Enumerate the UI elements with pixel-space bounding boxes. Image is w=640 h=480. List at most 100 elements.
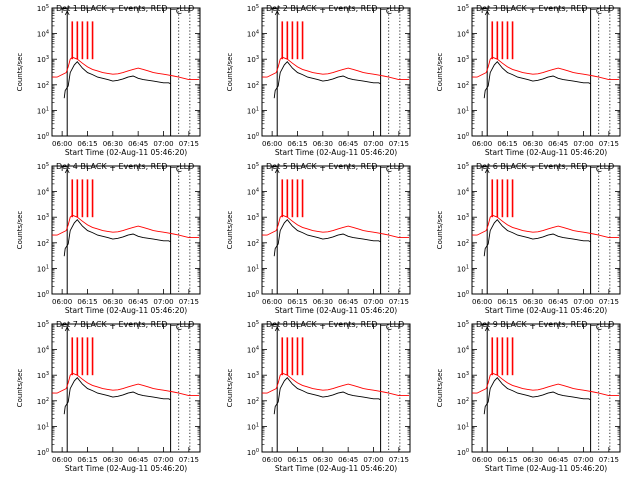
y-axis-label: Counts/sec bbox=[16, 53, 24, 92]
panel-title: Det 7 BLACK = Events, RED = LLD bbox=[56, 320, 194, 329]
y-tick-label: 102 bbox=[37, 239, 49, 248]
x-tick-label: 06:45 bbox=[338, 456, 358, 464]
panel-det-1: 100 101 102 103 104 105 06:00 06:15 06:30 06:45 07… bbox=[16, 4, 201, 157]
series-lld bbox=[262, 372, 409, 397]
x-tick-label: 06:00 bbox=[472, 140, 492, 148]
x-tick-label: 06:30 bbox=[103, 456, 123, 464]
y-tick-label: 103 bbox=[37, 55, 49, 64]
panel-title: Det 6 BLACK = Events, RED = LLD bbox=[476, 162, 614, 171]
x-tick-label: 06:30 bbox=[313, 140, 333, 148]
x-tick-label: 07:00 bbox=[153, 456, 173, 464]
x-tick-label: 07:00 bbox=[153, 140, 173, 148]
x-tick-label: 06:30 bbox=[103, 298, 123, 306]
bracket-marker bbox=[274, 326, 280, 332]
y-tick-label: 103 bbox=[457, 213, 469, 222]
x-tick-label: 07:00 bbox=[153, 298, 173, 306]
x-tick-label: 06:45 bbox=[128, 140, 148, 148]
x-tick-label: 06:45 bbox=[548, 140, 568, 148]
y-tick-label: 103 bbox=[247, 55, 259, 64]
x-tick-label: 06:00 bbox=[52, 298, 72, 306]
y-tick-label: 100 bbox=[37, 448, 49, 457]
y-tick-label: 105 bbox=[37, 162, 49, 171]
y-tick-label: 103 bbox=[37, 213, 49, 222]
x-axis-label: Start Time (02-Aug-11 05:46:20) bbox=[485, 148, 607, 157]
y-tick-label: 103 bbox=[247, 371, 259, 380]
bracket-marker bbox=[64, 10, 70, 16]
y-tick-label: 101 bbox=[457, 422, 469, 431]
y-tick-label: 104 bbox=[457, 30, 469, 39]
panel-title: Det 5 BLACK = Events, RED = LLD bbox=[266, 162, 404, 171]
panel-det-6: 100 101 102 103 104 105 06:00 06:15 06:30 06:45 07… bbox=[436, 162, 621, 315]
marker-label: C bbox=[386, 323, 392, 333]
marker-label: C bbox=[596, 165, 602, 175]
y-tick-label: 105 bbox=[457, 162, 469, 171]
x-tick-label: 06:45 bbox=[128, 456, 148, 464]
series-events bbox=[63, 61, 171, 99]
y-tick-label: 104 bbox=[37, 346, 49, 355]
y-tick-label: 104 bbox=[37, 188, 49, 197]
y-tick-label: 100 bbox=[37, 290, 49, 299]
bracket-marker bbox=[484, 168, 490, 174]
x-tick-label: 07:00 bbox=[363, 456, 383, 464]
y-tick-label: 100 bbox=[37, 132, 49, 141]
x-tick-label: 06:15 bbox=[77, 140, 97, 148]
panel-det-7: 100 101 102 103 104 105 06:00 06:15 06:30 06:45 07… bbox=[16, 320, 201, 473]
y-tick-label: 100 bbox=[247, 132, 259, 141]
x-tick-label: 06:45 bbox=[338, 298, 358, 306]
x-tick-label: 06:00 bbox=[472, 456, 492, 464]
x-tick-label: 07:00 bbox=[363, 140, 383, 148]
marker-label: C bbox=[596, 7, 602, 17]
series-lld bbox=[52, 56, 199, 81]
y-tick-label: 101 bbox=[247, 264, 259, 273]
y-tick-label: 103 bbox=[457, 55, 469, 64]
x-tick-label: 07:15 bbox=[179, 140, 199, 148]
y-axis-label: Counts/sec bbox=[226, 369, 234, 408]
x-tick-label: 07:00 bbox=[573, 456, 593, 464]
series-events bbox=[483, 219, 591, 257]
marker-label: C bbox=[386, 7, 392, 17]
y-tick-label: 102 bbox=[37, 81, 49, 90]
x-tick-label: 07:00 bbox=[363, 298, 383, 306]
x-axis-label: Start Time (02-Aug-11 05:46:20) bbox=[65, 148, 187, 157]
y-tick-label: 101 bbox=[37, 106, 49, 115]
panel-title: Det 9 BLACK = Events, RED = LLD bbox=[476, 320, 614, 329]
x-tick-label: 06:15 bbox=[497, 456, 517, 464]
x-axis-label: Start Time (02-Aug-11 05:46:20) bbox=[275, 306, 397, 315]
x-tick-label: 06:30 bbox=[103, 140, 123, 148]
series-lld bbox=[52, 214, 199, 239]
x-axis-label: Start Time (02-Aug-11 05:46:20) bbox=[275, 464, 397, 473]
y-tick-label: 105 bbox=[457, 320, 469, 329]
bracket-marker bbox=[64, 168, 70, 174]
bracket-marker bbox=[274, 10, 280, 16]
series-lld bbox=[472, 214, 619, 239]
y-tick-label: 101 bbox=[247, 422, 259, 431]
marker-label: C bbox=[176, 165, 182, 175]
x-tick-label: 06:30 bbox=[313, 456, 333, 464]
y-tick-label: 101 bbox=[247, 106, 259, 115]
x-tick-label: 06:45 bbox=[548, 456, 568, 464]
y-tick-label: 104 bbox=[247, 188, 259, 197]
marker-label: C bbox=[176, 323, 182, 333]
x-tick-label: 07:00 bbox=[573, 140, 593, 148]
x-tick-label: 06:30 bbox=[523, 298, 543, 306]
x-axis-label: Start Time (02-Aug-11 05:46:20) bbox=[485, 306, 607, 315]
y-tick-label: 105 bbox=[37, 320, 49, 329]
y-tick-label: 105 bbox=[37, 4, 49, 13]
y-axis-label: Counts/sec bbox=[226, 53, 234, 92]
y-tick-label: 100 bbox=[457, 290, 469, 299]
series-events bbox=[483, 61, 591, 99]
bracket-marker bbox=[274, 168, 280, 174]
y-tick-label: 101 bbox=[457, 106, 469, 115]
y-tick-label: 105 bbox=[457, 4, 469, 13]
x-tick-label: 06:00 bbox=[262, 298, 282, 306]
y-tick-label: 105 bbox=[247, 4, 259, 13]
y-tick-label: 100 bbox=[247, 290, 259, 299]
y-tick-label: 104 bbox=[457, 188, 469, 197]
x-tick-label: 06:15 bbox=[287, 140, 307, 148]
panel-det-4: 100 101 102 103 104 105 06:00 06:15 06:30 06:45 07… bbox=[16, 162, 201, 315]
y-axis-label: Counts/sec bbox=[226, 211, 234, 250]
x-tick-label: 07:15 bbox=[179, 456, 199, 464]
y-tick-label: 104 bbox=[37, 30, 49, 39]
x-tick-label: 07:15 bbox=[599, 140, 619, 148]
x-tick-label: 06:00 bbox=[262, 456, 282, 464]
